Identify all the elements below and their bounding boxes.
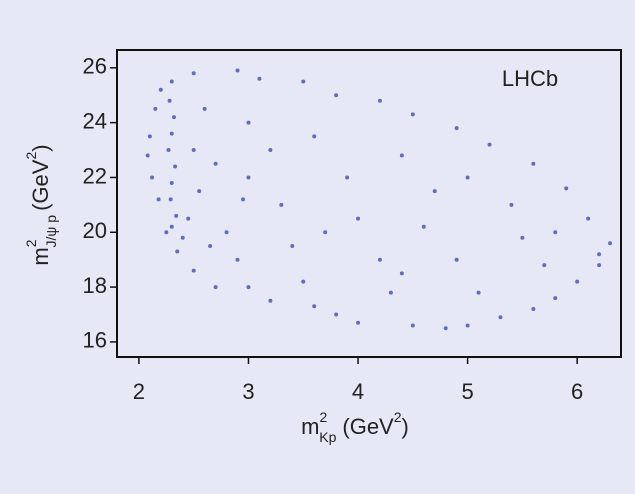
x-tick-label: 5 (461, 379, 473, 404)
data-point (235, 257, 240, 262)
y-tick-label: 26 (83, 54, 107, 79)
data-point (608, 241, 613, 246)
data-point (356, 216, 361, 221)
x-tick-label: 2 (133, 379, 145, 404)
data-point (487, 142, 492, 147)
data-point (454, 126, 459, 131)
data-point (553, 296, 558, 301)
data-point (509, 202, 514, 207)
data-point (156, 197, 161, 202)
data-point (174, 213, 179, 218)
data-point (542, 263, 547, 268)
data-point (465, 323, 470, 328)
data-point (224, 230, 229, 235)
data-point (531, 161, 536, 166)
data-point (399, 271, 404, 276)
data-point (410, 323, 415, 328)
data-point (301, 79, 306, 84)
data-point (323, 230, 328, 235)
data-point (213, 285, 218, 290)
data-point (345, 175, 350, 180)
data-point (169, 79, 174, 84)
data-point (312, 304, 317, 309)
y-tick-label: 16 (83, 328, 107, 353)
data-point (377, 257, 382, 262)
data-point (377, 98, 382, 103)
data-point (465, 175, 470, 180)
data-point (145, 153, 150, 158)
data-point (564, 186, 569, 191)
data-point (166, 148, 171, 153)
plot-frame (116, 49, 622, 358)
data-point (246, 285, 251, 290)
y-tick-label: 24 (83, 108, 107, 133)
data-point (208, 243, 213, 248)
data-point (531, 307, 536, 312)
data-point (597, 263, 602, 268)
x-tick-label: 3 (242, 379, 254, 404)
data-point (175, 249, 180, 254)
data-point (388, 290, 393, 295)
data-point (153, 106, 158, 111)
data-point (279, 202, 284, 207)
data-point (150, 175, 155, 180)
data-point (553, 230, 558, 235)
data-point (169, 224, 174, 229)
x-tick-label: 6 (571, 379, 583, 404)
data-point (257, 76, 262, 81)
data-point (202, 106, 207, 111)
data-point (246, 175, 251, 180)
data-point (334, 312, 339, 317)
data-point (432, 189, 437, 194)
data-point (197, 189, 202, 194)
y-tick-label: 20 (83, 218, 107, 243)
annotation: LHCb (502, 66, 558, 91)
y-tick-label: 18 (83, 273, 107, 298)
data-point (167, 98, 172, 103)
data-point (520, 235, 525, 240)
data-point (334, 93, 339, 98)
data-point (290, 243, 295, 248)
data-point (498, 315, 503, 320)
x-tick-label: 4 (352, 379, 364, 404)
data-point (586, 216, 591, 221)
y-axis-label: m2 J/ψ p(GeV2) (23, 144, 59, 265)
data-point (168, 197, 173, 202)
data-point (171, 115, 176, 120)
data-point (399, 153, 404, 158)
data-point (164, 230, 169, 235)
data-point (476, 290, 481, 295)
data-point (575, 279, 580, 284)
x-axis-label: m2 Kp (GeV2) (301, 409, 409, 445)
data-point (268, 148, 273, 153)
data-point (191, 148, 196, 153)
data-point (158, 87, 163, 92)
data-point (186, 216, 191, 221)
data-point (173, 164, 178, 169)
data-point (246, 120, 251, 125)
data-point (235, 68, 240, 73)
data-point (356, 320, 361, 325)
data-point (454, 257, 459, 262)
data-point (410, 112, 415, 117)
data-point (241, 197, 245, 202)
data-point (191, 268, 196, 273)
data-point (301, 279, 306, 284)
data-point (213, 161, 218, 166)
data-point (421, 224, 426, 229)
y-tick-label: 22 (83, 163, 107, 188)
data-point (191, 71, 196, 76)
data-point (169, 180, 174, 185)
data-point (597, 252, 602, 257)
data-point (169, 131, 174, 136)
data-point (268, 298, 273, 303)
data-point (180, 235, 185, 240)
data-point (443, 326, 448, 331)
data-point (312, 134, 317, 139)
data-point (147, 134, 152, 139)
